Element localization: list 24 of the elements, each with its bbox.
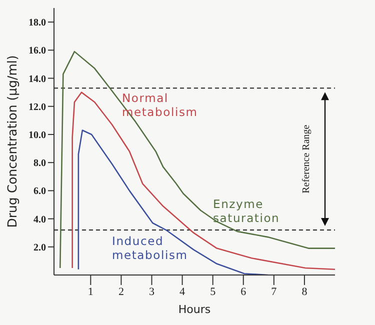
x-tick-label: 5 (210, 286, 216, 298)
y-tick-label: 6.0 (34, 186, 46, 198)
x-tick-label: 4 (180, 286, 186, 298)
y-tick-label: 14.0 (28, 74, 46, 85)
y-tick-label: 18.0 (28, 18, 46, 29)
x-tick-label: 7 (271, 286, 278, 298)
x-tick-label: 8 (302, 286, 308, 298)
y-axis-title: Drug Concentration (µg/ml) (4, 55, 20, 228)
series-label: Enzyme saturation (213, 197, 280, 225)
x-axis-title: Hours (178, 303, 211, 316)
x-tick-label: 3 (148, 286, 155, 298)
y-tick-label: 12.0 (28, 102, 46, 113)
line-series (72, 92, 335, 270)
y-tick-label: 4.0 (34, 214, 46, 226)
series-label: Induced metabolism (112, 234, 188, 262)
y-tick-label: 8.0 (34, 158, 46, 170)
x-tick-label: 1 (88, 286, 94, 298)
y-tick-label: 10.0 (28, 130, 46, 142)
x-tick-label: 6 (240, 286, 247, 298)
line-series (59, 50, 335, 269)
x-tick-label: 2 (118, 286, 124, 298)
y-tick-label: 2.0 (34, 242, 46, 254)
annotation: Reference Range (301, 124, 312, 194)
y-tick-label: 16.0 (28, 46, 46, 57)
